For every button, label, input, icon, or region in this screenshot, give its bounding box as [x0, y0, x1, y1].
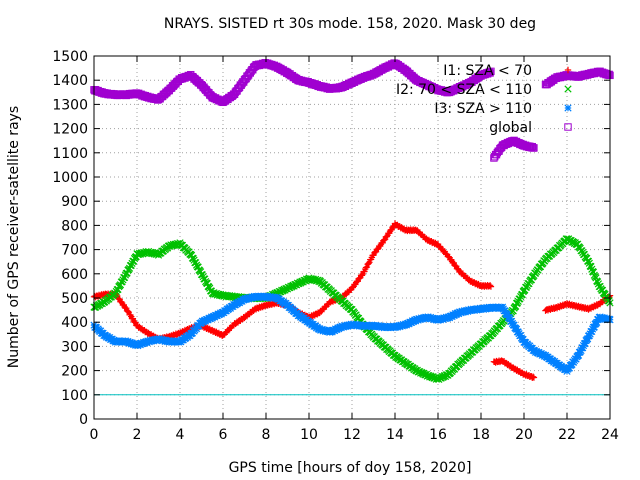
y-tick-label: 1500	[52, 49, 88, 65]
data-point	[127, 261, 135, 270]
data-point	[383, 233, 390, 240]
x-tick-label: 20	[515, 427, 533, 443]
y-tick-label: 700	[61, 243, 88, 259]
data-point	[586, 330, 594, 338]
data-point	[530, 144, 538, 152]
data-point	[574, 351, 583, 359]
legend: I1: SZA < 70 I2: 70 < SZA < 110 I3: SZA > …	[396, 63, 572, 136]
data-point	[572, 355, 580, 363]
data-point	[517, 332, 525, 340]
data-point	[577, 346, 585, 355]
series-3	[90, 292, 614, 375]
legend-marker	[564, 104, 572, 112]
x-tick-label: 10	[300, 427, 318, 443]
x-tick-label: 0	[90, 427, 99, 443]
y-tick-label: 200	[61, 364, 88, 380]
y-tick-label: 500	[61, 291, 88, 307]
data-point	[528, 142, 536, 151]
data-point	[124, 308, 132, 315]
chart-title: NRAYS. SISTED rt 30s mode. 158, 2020. Ma…	[164, 16, 536, 32]
axis-ticks: 0 2 4 6 8 10 12 14 16 18 20 22 240100200300400500600…	[52, 49, 619, 443]
x-tick-label: 14	[386, 427, 404, 443]
data-point	[584, 257, 593, 266]
data-point	[529, 373, 537, 380]
data-point	[605, 70, 613, 79]
x-tick-label: 24	[601, 427, 619, 443]
data-point	[120, 273, 129, 282]
data-point	[485, 68, 493, 77]
data-point	[563, 367, 571, 375]
y-tick-label: 100	[61, 388, 88, 404]
y-tick-label: 400	[61, 315, 88, 331]
y-tick-label: 1000	[52, 170, 88, 186]
data-point	[593, 318, 601, 326]
x-tick-label: 8	[262, 427, 271, 443]
data-point	[363, 263, 371, 271]
data-point	[118, 278, 126, 286]
y-tick-label: 1300	[52, 97, 88, 113]
data-point	[581, 339, 589, 348]
data-point	[588, 327, 596, 336]
data-point	[565, 364, 574, 372]
legend-marker	[564, 66, 572, 74]
data-point	[587, 263, 595, 271]
y-tick-label: 1200	[52, 122, 88, 138]
series-4	[90, 59, 614, 162]
data-point	[605, 297, 613, 305]
data-point	[192, 259, 200, 267]
data-point	[486, 282, 494, 289]
legend-marker	[564, 85, 572, 93]
data-point	[579, 344, 587, 352]
data-point	[578, 247, 586, 255]
data-point	[516, 295, 524, 303]
data-point	[487, 67, 495, 76]
legend-marker	[564, 123, 572, 131]
data-point	[596, 282, 604, 291]
data-point	[584, 335, 592, 343]
data-point	[201, 275, 209, 283]
y-tick-label: 800	[61, 218, 88, 234]
data-point	[590, 323, 598, 331]
data-point	[525, 279, 533, 288]
x-tick-label: 16	[429, 427, 447, 443]
data-point	[486, 69, 494, 77]
plot-area	[90, 59, 614, 384]
x-tick-label: 18	[472, 427, 490, 443]
x-axis-label: GPS time [hours of doy 158, 2020]	[229, 460, 472, 476]
data-point	[365, 260, 372, 267]
data-point	[510, 321, 518, 329]
x-tick-label: 6	[219, 427, 228, 443]
data-point	[111, 290, 120, 298]
data-point	[580, 250, 588, 259]
data-point	[593, 278, 602, 286]
data-point	[530, 374, 538, 381]
y-axis-label: Number of GPS receiver-satellite rays	[6, 106, 22, 368]
data-point	[503, 311, 512, 319]
x-tick-label: 12	[343, 427, 361, 443]
data-point	[507, 317, 516, 325]
data-point	[498, 303, 507, 311]
y-tick-label: 600	[61, 267, 88, 283]
x-tick-label: 4	[176, 427, 185, 443]
y-tick-label: 300	[61, 339, 88, 355]
legend-label: I2: 70 < SZA < 110	[396, 82, 532, 98]
legend-label: I3: SZA > 110	[434, 101, 532, 117]
data-point	[487, 283, 495, 290]
data-point	[358, 272, 366, 279]
x-tick-label: 2	[133, 427, 142, 443]
legend-label: I1: SZA < 70	[443, 63, 532, 79]
y-tick-label: 900	[61, 194, 88, 210]
y-tick-label: 1400	[52, 73, 88, 89]
data-point	[603, 293, 611, 301]
y-tick-label: 0	[79, 412, 88, 428]
grid	[94, 56, 610, 419]
legend-label: global	[489, 120, 532, 136]
data-point	[512, 325, 521, 333]
y-tick-label: 1100	[52, 146, 88, 162]
data-point	[198, 271, 206, 279]
x-tick-label: 22	[558, 427, 576, 443]
data-point	[501, 307, 509, 315]
